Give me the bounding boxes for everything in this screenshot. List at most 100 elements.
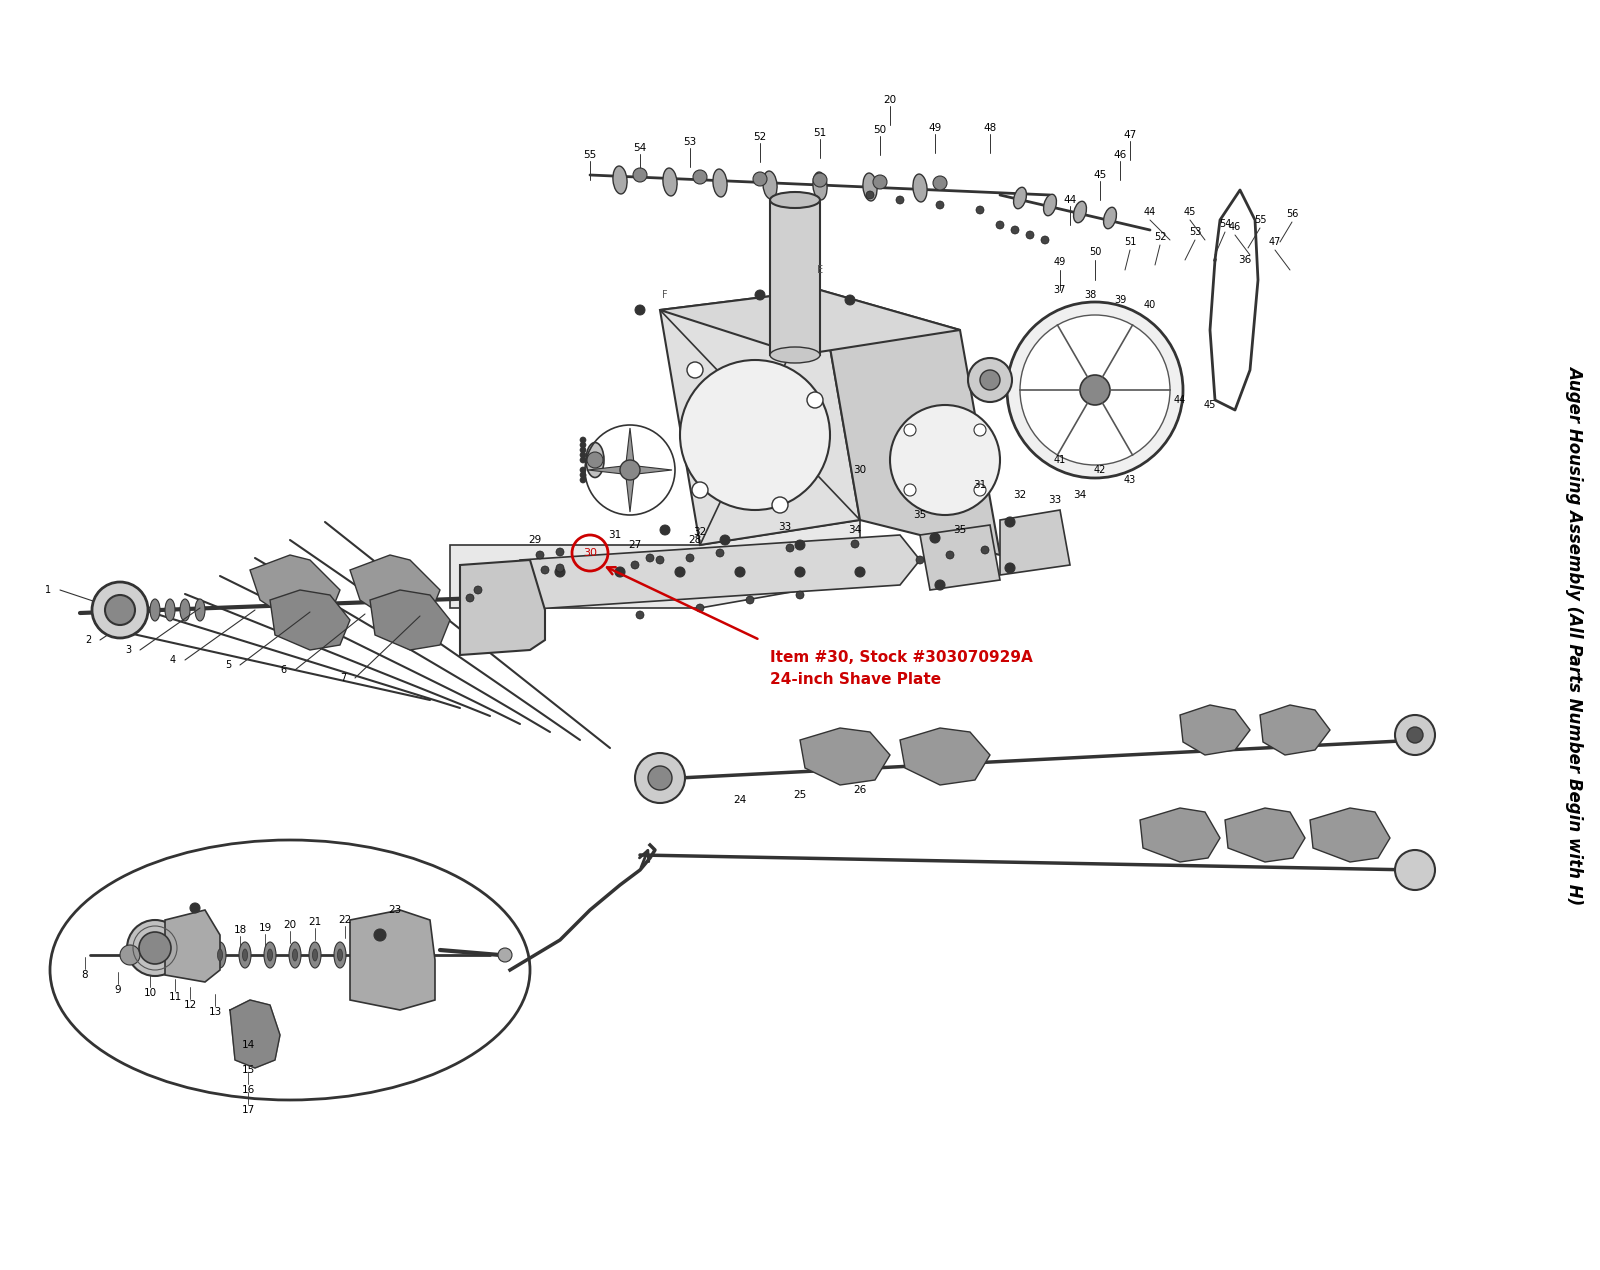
Text: 45: 45 [1184,207,1197,217]
Polygon shape [520,535,920,610]
Polygon shape [661,290,861,545]
Text: 54: 54 [634,144,646,152]
Circle shape [797,591,805,599]
Circle shape [579,447,586,453]
Polygon shape [637,466,672,474]
Circle shape [696,605,704,612]
Text: Item #30, Stock #303070929A: Item #30, Stock #303070929A [770,650,1032,665]
Text: 14: 14 [242,1040,254,1050]
Circle shape [693,170,707,184]
Circle shape [866,190,874,199]
Circle shape [1395,715,1435,754]
Text: 44: 44 [1144,207,1157,217]
Text: 15: 15 [242,1066,254,1074]
Circle shape [139,932,171,964]
Text: 49: 49 [1054,257,1066,267]
Circle shape [656,556,664,564]
Text: 2: 2 [85,635,91,645]
Circle shape [579,467,586,472]
Text: 51: 51 [813,128,827,138]
Circle shape [93,582,147,638]
Polygon shape [899,728,990,785]
Circle shape [621,460,640,480]
Polygon shape [1310,808,1390,862]
Text: 24: 24 [733,795,747,805]
Circle shape [635,753,685,803]
Ellipse shape [586,442,605,478]
Circle shape [675,566,685,577]
Circle shape [661,525,670,535]
Polygon shape [1139,808,1221,862]
Ellipse shape [1043,194,1056,216]
Circle shape [874,175,886,189]
Text: 32: 32 [693,527,707,537]
Ellipse shape [1104,207,1117,229]
Circle shape [557,564,563,572]
Circle shape [646,554,654,563]
Text: 30: 30 [582,547,597,558]
Text: 44: 44 [1064,196,1077,204]
Text: 8: 8 [82,970,88,980]
Circle shape [474,585,482,594]
Text: 40: 40 [1144,300,1157,310]
Circle shape [795,566,805,577]
Circle shape [1080,375,1110,405]
Circle shape [635,305,645,315]
Polygon shape [626,478,634,512]
Circle shape [579,472,586,478]
Ellipse shape [179,599,190,621]
Text: 35: 35 [954,525,966,535]
Circle shape [976,206,984,215]
Polygon shape [250,555,339,620]
Text: 52: 52 [1154,232,1166,243]
Polygon shape [461,560,546,655]
Text: 36: 36 [1238,255,1251,265]
Text: 43: 43 [1123,475,1136,485]
Circle shape [587,452,603,469]
Ellipse shape [914,174,926,202]
Ellipse shape [770,192,819,208]
Circle shape [854,566,866,577]
Text: 3: 3 [125,645,131,655]
Text: 17: 17 [242,1105,254,1115]
Text: 28: 28 [688,535,702,545]
Circle shape [845,295,854,305]
Circle shape [981,546,989,554]
Circle shape [126,919,182,977]
Circle shape [933,177,947,190]
Ellipse shape [290,942,301,968]
Circle shape [930,533,941,544]
Ellipse shape [150,599,160,621]
Circle shape [1011,226,1019,234]
Circle shape [686,554,694,563]
Text: 49: 49 [928,123,942,133]
Text: 51: 51 [1123,237,1136,246]
Ellipse shape [1013,187,1027,208]
Circle shape [754,171,766,185]
Circle shape [890,405,1000,516]
Circle shape [720,535,730,545]
Ellipse shape [813,171,827,199]
Polygon shape [1226,808,1306,862]
Ellipse shape [50,839,530,1100]
Ellipse shape [763,171,778,199]
Polygon shape [370,591,450,650]
Circle shape [120,945,141,965]
Circle shape [579,452,586,458]
Circle shape [974,484,986,497]
Polygon shape [165,911,221,982]
Circle shape [795,540,805,550]
Circle shape [734,566,746,577]
Ellipse shape [267,949,272,961]
Circle shape [915,556,925,564]
Ellipse shape [165,599,174,621]
Text: 41: 41 [1054,455,1066,465]
Circle shape [374,928,386,941]
Text: 42: 42 [1094,465,1106,475]
Ellipse shape [770,347,819,363]
Text: 24-inch Shave Plate: 24-inch Shave Plate [770,672,941,687]
Circle shape [1006,302,1182,478]
Ellipse shape [662,168,677,196]
Text: 32: 32 [1013,490,1027,500]
Circle shape [1021,315,1170,465]
